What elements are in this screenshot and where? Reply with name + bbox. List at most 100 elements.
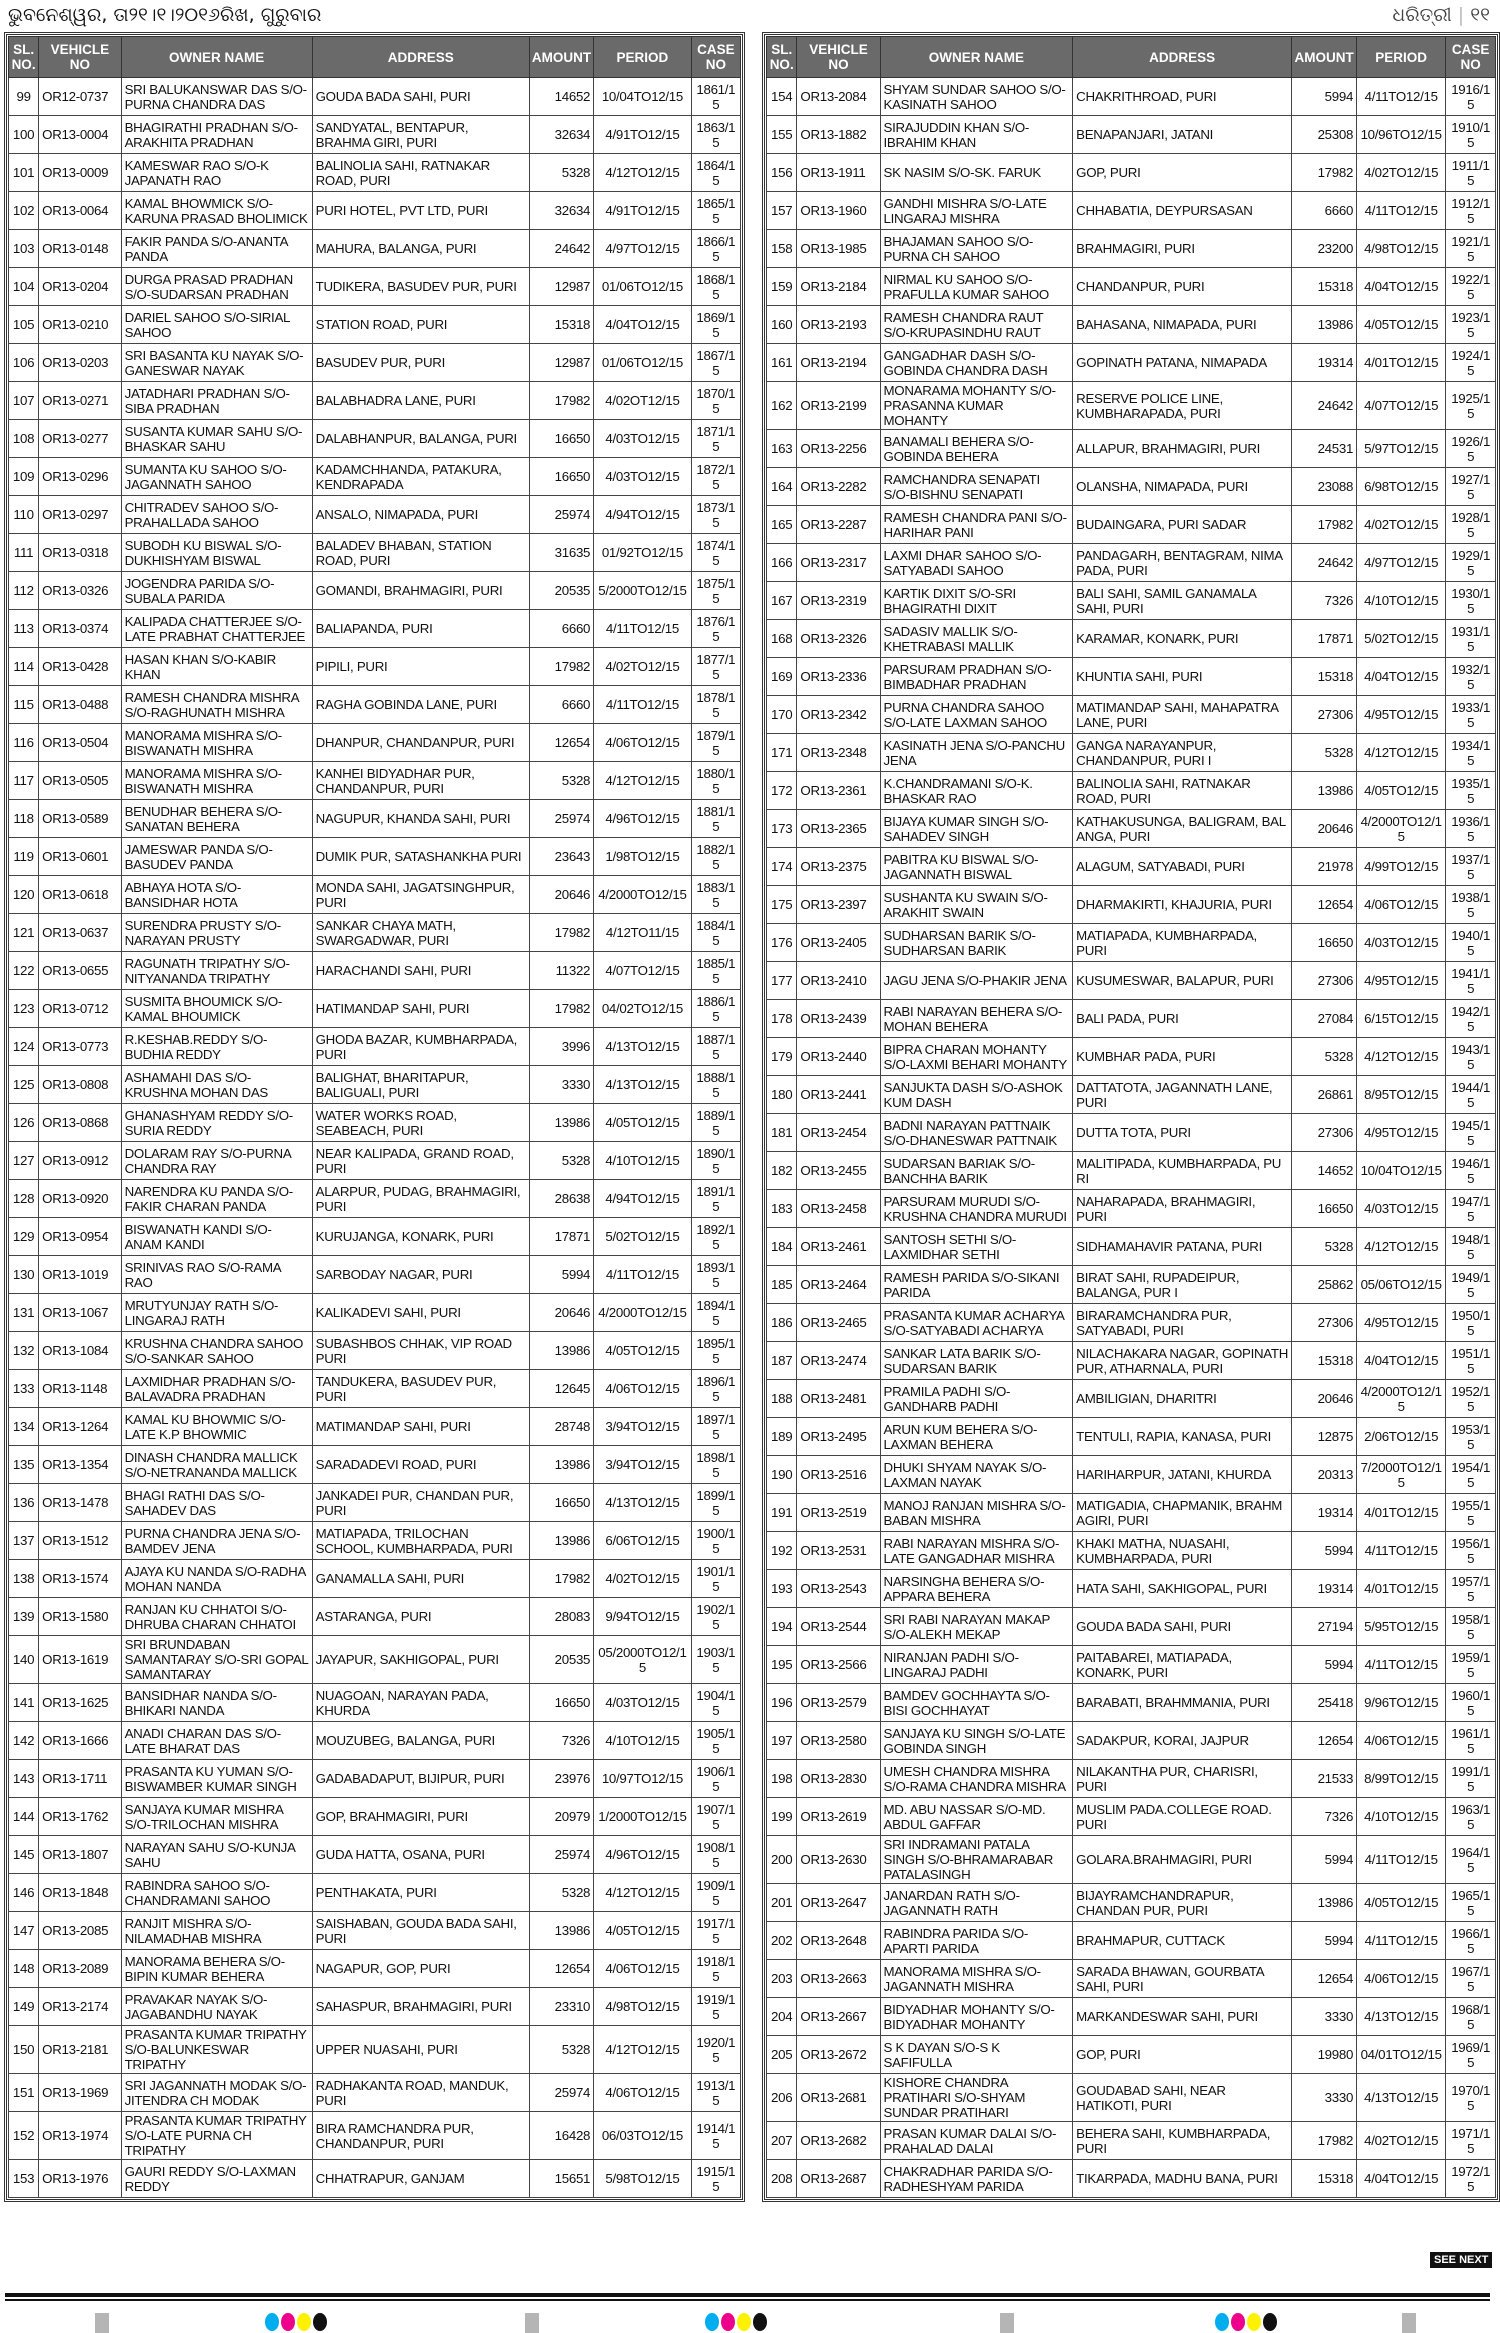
sl-no-cell: 158 [765, 229, 798, 268]
period-cell: 4/91TO12/15 [593, 191, 692, 230]
period-cell: 4/99TO12/15 [1356, 847, 1447, 886]
address-cell: CHHABATIA, DEYPURSASAN [1072, 191, 1293, 230]
column-header-amount: AMOUNT [1291, 36, 1358, 78]
amount-cell: 5328 [1291, 1227, 1358, 1266]
period-cell: 4/06TO12/15 [593, 2073, 692, 2112]
period-cell: 10/04TO12/15 [593, 77, 692, 116]
amount-cell: 6660 [528, 685, 595, 724]
cmyk-dots [1215, 2313, 1277, 2331]
period-cell: 4/04TO12/15 [593, 305, 692, 344]
vehicle-no-cell: OR13-2543 [796, 1569, 881, 1608]
vehicle-no-cell: OR13-1574 [38, 1559, 122, 1598]
owner-name-cell: SRI BRUNDABAN SAMANTARAY S/O-SRI GOPAL S… [120, 1635, 313, 1684]
address-cell: TANDUKERA, BASUDEV PUR, PURI [311, 1369, 530, 1408]
case-no-cell: 1940/15 [1445, 923, 1496, 962]
owner-name-cell: DURGA PRASAD PRADHAN S/O-SUDARSAN PRADHA… [120, 267, 313, 306]
owner-name-cell: RABINDRA SAHOO S/O-CHANDRAMANI SAHOO [120, 1873, 313, 1912]
amount-cell: 12654 [1291, 1721, 1358, 1760]
owner-name-cell: SRINIVAS RAO S/O-RAMA RAO [120, 1255, 313, 1294]
sl-no-cell: 168 [765, 619, 798, 658]
owner-name-cell: PURNA CHANDRA JENA S/O-BAMDEV JENA [120, 1521, 313, 1560]
amount-cell: 6660 [528, 609, 595, 648]
address-cell: GHODA BAZAR, KUMBHARPADA, PURI [311, 1027, 530, 1066]
address-cell: OLANSHA, NIMAPADA, PURI [1072, 467, 1293, 506]
period-cell: 4/05TO12/15 [1356, 1883, 1447, 1922]
amount-cell: 12645 [528, 1369, 595, 1408]
table-row: 128 OR13-0920 NARENDRA KU PANDA S/O-FAKIR … [7, 1179, 742, 1218]
amount-cell: 15651 [528, 2159, 595, 2198]
address-cell: KHUNTIA SAHI, PURI [1072, 657, 1293, 696]
table-header-row: SL. NO. VEHICLE NO OWNER NAME ADDRESS AMOUNT… [765, 36, 1496, 78]
table-row: 173 OR13-2365 BIJAYA KUMAR SINGH S/O-SAHAD… [765, 809, 1496, 848]
case-no-cell: 1947/15 [1445, 1189, 1496, 1228]
vehicle-no-cell: OR13-0277 [38, 419, 122, 458]
vehicle-no-cell: OR13-2464 [796, 1265, 881, 1304]
period-cell: 01/06TO12/15 [593, 267, 692, 306]
sl-no-cell: 128 [7, 1179, 40, 1218]
owner-name-cell: PRASAN KUMAR DALAI S/O-PRAHALAD DALAI [879, 2121, 1074, 2160]
address-cell: KADAMCHHANDA, PATAKURA, KENDRAPADA [311, 457, 530, 496]
table-row: 207 OR13-2682 PRASAN KUMAR DALAI S/O-PRAHA… [765, 2121, 1496, 2160]
case-no-cell: 1904/15 [690, 1683, 742, 1722]
owner-name-cell: JOGENDRA PARIDA S/O-SUBALA PARIDA [120, 571, 313, 610]
owner-name-cell: KAMAL BHOWMICK S/O-KARUNA PRASAD BHOLIMI… [120, 191, 313, 230]
owner-name-cell: BADNI NARAYAN PATTNAIK S/O-DHANESWAR PAT… [879, 1113, 1074, 1152]
case-no-cell: 1863/15 [690, 115, 742, 154]
table-row: 141 OR13-1625 BANSIDHAR NANDA S/O-BHIKARI … [7, 1683, 742, 1722]
vehicle-no-cell: OR13-0203 [38, 343, 122, 382]
vehicle-no-cell: OR13-2365 [796, 809, 881, 848]
address-cell: GOP, BRAHMAGIRI, PURI [311, 1797, 530, 1836]
table-row: 193 OR13-2543 NARSINGHA BEHERA S/O-APPARA … [765, 1569, 1496, 1608]
vehicle-no-cell: OR13-2667 [796, 1997, 881, 2036]
period-cell: 4/05TO12/15 [1356, 305, 1447, 344]
period-cell: 4/06TO12/15 [1356, 1959, 1447, 1998]
amount-cell: 20646 [528, 875, 595, 914]
table-row: 202 OR13-2648 RABINDRA PARIDA S/O-APARTI P… [765, 1921, 1496, 1960]
amount-cell: 5328 [528, 2025, 595, 2074]
table-row: 200 OR13-2630 SRI INDRAMANI PATALA SINGH S… [765, 1835, 1496, 1884]
period-cell: 5/2000TO12/15 [593, 571, 692, 610]
owner-name-cell: AJAYA KU NANDA S/O-RADHA MOHAN NANDA [120, 1559, 313, 1598]
address-cell: NAGUPUR, KHANDA SAHI, PURI [311, 799, 530, 838]
period-cell: 4/2000TO12/15 [593, 1293, 692, 1332]
case-no-cell: 1880/15 [690, 761, 742, 800]
period-cell: 4/10TO12/15 [1356, 1797, 1447, 1836]
sl-no-cell: 167 [765, 581, 798, 620]
owner-name-cell: PRAVAKAR NAYAK S/O-JAGABANDHU NAYAK [120, 1987, 313, 2026]
case-no-cell: 1958/15 [1445, 1607, 1496, 1646]
case-no-cell: 1867/15 [690, 343, 742, 382]
vehicle-no-cell: OR13-1666 [38, 1721, 122, 1760]
amount-cell: 24531 [1291, 429, 1358, 468]
vehicle-no-cell: OR13-1580 [38, 1597, 122, 1636]
address-cell: PAITABAREI, MATIAPADA, KONARK, PURI [1072, 1645, 1293, 1684]
address-cell: BASUDEV PUR, PURI [311, 343, 530, 382]
address-cell: ALLAPUR, BRAHMAGIRI, PURI [1072, 429, 1293, 468]
table-row: 121 OR13-0637 SURENDRA PRUSTY S/O-NARAYAN … [7, 913, 742, 952]
table-row: 185 OR13-2464 RAMESH PARIDA S/O-SIKANI PAR… [765, 1265, 1496, 1304]
period-cell: 05/06TO12/15 [1356, 1265, 1447, 1304]
address-cell: MATIMANDAP SAHI, PURI [311, 1407, 530, 1446]
amount-cell: 3330 [1291, 1997, 1358, 2036]
owner-name-cell: HASAN KHAN S/O-KABIR KHAN [120, 647, 313, 686]
amount-cell: 12654 [528, 723, 595, 762]
address-cell: KARAMAR, KONARK, PURI [1072, 619, 1293, 658]
table-row: 179 OR13-2440 BIPRA CHARAN MOHANTY S/O-LAX… [765, 1037, 1496, 1076]
period-cell: 4/07TO12/15 [593, 951, 692, 990]
case-no-cell: 1865/15 [690, 191, 742, 230]
owner-name-cell: PARSURAM MURUDI S/O-KRUSHNA CHANDRA MURU… [879, 1189, 1074, 1228]
amount-cell: 17982 [1291, 153, 1358, 192]
table-row: 114 OR13-0428 HASAN KHAN S/O-KABIR KHAN PIP… [7, 647, 742, 686]
owner-name-cell: MANOJ RANJAN MISHRA S/O-BABAN MISHRA [879, 1493, 1074, 1532]
case-no-cell: 1903/15 [690, 1635, 742, 1684]
table-row: 156 OR13-1911 SK NASIM S/O-SK. FARUK GOP, P… [765, 153, 1496, 192]
period-cell: 4/02TO12/15 [1356, 505, 1447, 544]
sl-no-cell: 127 [7, 1141, 40, 1180]
case-no-cell: 1950/15 [1445, 1303, 1496, 1342]
period-cell: 4/97TO12/15 [1356, 543, 1447, 582]
folio-divider: | [1457, 4, 1465, 26]
table-row: 168 OR13-2326 SADASIV MALLIK S/O-KHETRABAS… [765, 619, 1496, 658]
dateline: ଭୁବନେଶ୍ୱର, ତା୨୧।୧।୨୦୧୬ରିଖ, ଗୁରୁବାର [8, 4, 322, 26]
table-row: 192 OR13-2531 RABI NARAYAN MISHRA S/O-LATE… [765, 1531, 1496, 1570]
table-row: 109 OR13-0296 SUMANTA KU SAHOO S/O-JAGANNA… [7, 457, 742, 496]
address-cell: BALIGHAT, BHARITAPUR, BALIGUALI, PURI [311, 1065, 530, 1104]
